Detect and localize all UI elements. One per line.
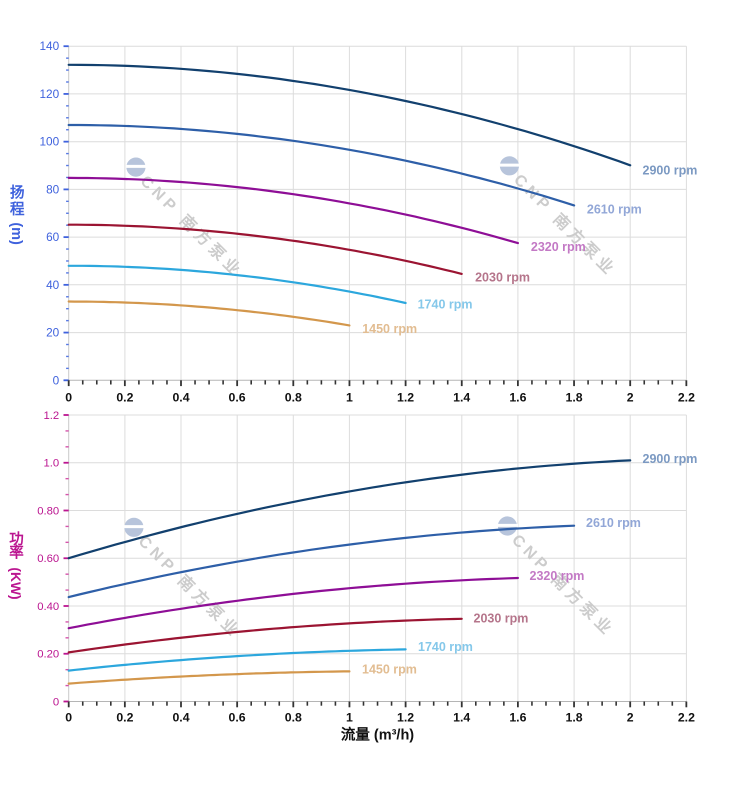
svg-text:功: 功 [9,531,24,548]
svg-text:流量 (m³/h): 流量 (m³/h) [341,726,414,744]
svg-text:0.6: 0.6 [229,710,246,724]
svg-text:0.20: 0.20 [37,649,59,661]
svg-text:0.6: 0.6 [229,390,246,404]
svg-text:(KW): (KW) [8,567,23,599]
svg-text:20: 20 [46,326,60,340]
svg-text:120: 120 [40,87,60,101]
svg-text:0.2: 0.2 [116,390,133,404]
svg-text:1.4: 1.4 [453,710,470,724]
svg-text:2610 rpm: 2610 rpm [587,203,642,217]
svg-text:0.8: 0.8 [285,710,302,724]
svg-text:0.40: 0.40 [37,601,59,613]
svg-text:40: 40 [46,278,60,292]
svg-text:2030 rpm: 2030 rpm [474,612,529,626]
svg-text:1.2: 1.2 [43,410,59,422]
svg-text:1.6: 1.6 [509,710,526,724]
svg-text:1.2: 1.2 [397,710,414,724]
svg-text:0.80: 0.80 [37,505,59,517]
svg-text:1.0: 1.0 [43,458,59,470]
svg-text:0.60: 0.60 [37,553,59,565]
svg-text:2030 rpm: 2030 rpm [475,271,530,285]
svg-text:0: 0 [53,696,59,708]
svg-text:1.2: 1.2 [397,390,414,404]
svg-text:2610 rpm: 2610 rpm [586,516,641,530]
svg-text:1: 1 [346,390,353,404]
svg-text:1740 rpm: 1740 rpm [418,298,473,312]
svg-text:1.8: 1.8 [566,710,583,724]
svg-text:1740 rpm: 1740 rpm [418,640,473,654]
svg-text:60: 60 [46,230,60,244]
svg-text:2320 rpm: 2320 rpm [530,569,585,583]
svg-text:1.4: 1.4 [453,390,470,404]
svg-text:100: 100 [40,135,60,149]
svg-text:扬: 扬 [10,184,25,202]
svg-text:1: 1 [346,710,353,724]
svg-text:1450 rpm: 1450 rpm [362,662,417,676]
svg-text:(m): (m) [8,222,24,245]
svg-text:0.2: 0.2 [116,710,133,724]
svg-text:率: 率 [9,544,24,562]
svg-text:2: 2 [627,710,634,724]
svg-text:0: 0 [65,710,72,724]
svg-text:1.6: 1.6 [509,390,526,404]
svg-text:2900 rpm: 2900 rpm [643,163,698,177]
svg-text:1450 rpm: 1450 rpm [362,322,417,336]
svg-text:程: 程 [10,201,25,218]
svg-text:0: 0 [53,373,60,387]
svg-text:140: 140 [40,39,60,53]
svg-text:0.4: 0.4 [172,390,189,404]
svg-text:80: 80 [46,182,60,196]
svg-text:0.8: 0.8 [285,390,302,404]
svg-text:0.4: 0.4 [172,710,189,724]
svg-text:2.2: 2.2 [678,390,695,404]
svg-text:2: 2 [627,390,634,404]
svg-text:2900 rpm: 2900 rpm [643,452,698,466]
svg-text:1.8: 1.8 [566,390,583,404]
svg-text:2320 rpm: 2320 rpm [531,240,586,254]
svg-text:0: 0 [65,390,72,404]
svg-text:2.2: 2.2 [678,710,695,724]
